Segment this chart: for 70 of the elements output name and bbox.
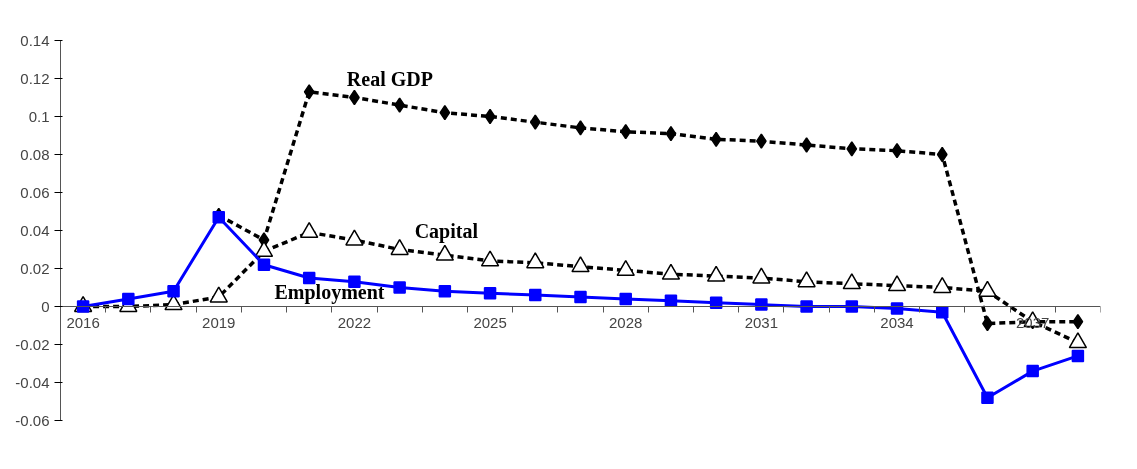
point	[936, 146, 948, 163]
point	[122, 292, 135, 306]
point	[484, 108, 496, 125]
point	[709, 296, 723, 309]
point	[167, 285, 180, 298]
x-tick-label: 2016	[66, 313, 100, 331]
y-tick-label: 0.06	[20, 183, 50, 201]
point	[846, 141, 858, 157]
point	[529, 288, 542, 302]
y-tick-label: 0.02	[20, 259, 50, 277]
point	[480, 250, 500, 267]
y-tick-label: -0.02	[15, 335, 50, 353]
point	[887, 275, 907, 292]
point	[891, 142, 903, 159]
point	[254, 240, 274, 258]
x-tick-label: 2025	[473, 313, 507, 331]
point	[981, 391, 994, 404]
point	[1068, 332, 1088, 349]
point	[755, 133, 767, 149]
point	[299, 221, 319, 239]
point	[439, 104, 451, 121]
point	[1026, 364, 1039, 378]
point	[574, 290, 587, 304]
x-tick-label: 2034	[880, 313, 914, 331]
x-tick-label: 2031	[744, 313, 779, 331]
point	[842, 273, 862, 290]
point	[390, 238, 409, 256]
point	[483, 286, 497, 300]
y-tick-label: 0	[41, 297, 50, 315]
y-tick-label: -0.06	[15, 411, 50, 429]
point	[393, 281, 406, 294]
point	[797, 271, 816, 288]
point	[257, 258, 271, 271]
point	[302, 271, 316, 285]
x-tick-label: 2028	[609, 313, 643, 331]
point	[571, 256, 590, 273]
series-label: Capital	[414, 219, 479, 243]
y-tick-label: 0.1	[28, 107, 50, 125]
point	[1072, 313, 1084, 330]
point	[755, 298, 768, 311]
point	[890, 302, 904, 315]
x-tick-label: 2019	[202, 313, 236, 331]
point	[1071, 349, 1085, 363]
point	[529, 114, 541, 130]
point	[394, 97, 406, 113]
series-label: Employment	[274, 280, 385, 304]
point	[710, 131, 722, 148]
point	[619, 292, 632, 306]
point	[303, 84, 315, 100]
point	[706, 265, 726, 282]
point	[845, 300, 859, 313]
point	[752, 267, 771, 284]
point	[616, 259, 635, 277]
point	[345, 229, 364, 246]
series-label: Real GDP	[346, 67, 433, 90]
point	[665, 125, 677, 142]
point	[932, 276, 952, 294]
point	[620, 123, 632, 140]
y-tick-label: 0.14	[20, 31, 50, 49]
point	[978, 280, 997, 297]
y-tick-label: -0.04	[15, 373, 50, 391]
point	[209, 286, 229, 303]
point	[661, 263, 681, 280]
x-tick-label: 2022	[337, 313, 372, 331]
y-tick-label: 0.08	[20, 145, 50, 163]
y-tick-label: 0.04	[20, 221, 50, 239]
point	[800, 300, 813, 313]
point	[526, 252, 545, 269]
y-tick-label: 0.12	[20, 69, 50, 87]
point	[438, 285, 452, 298]
